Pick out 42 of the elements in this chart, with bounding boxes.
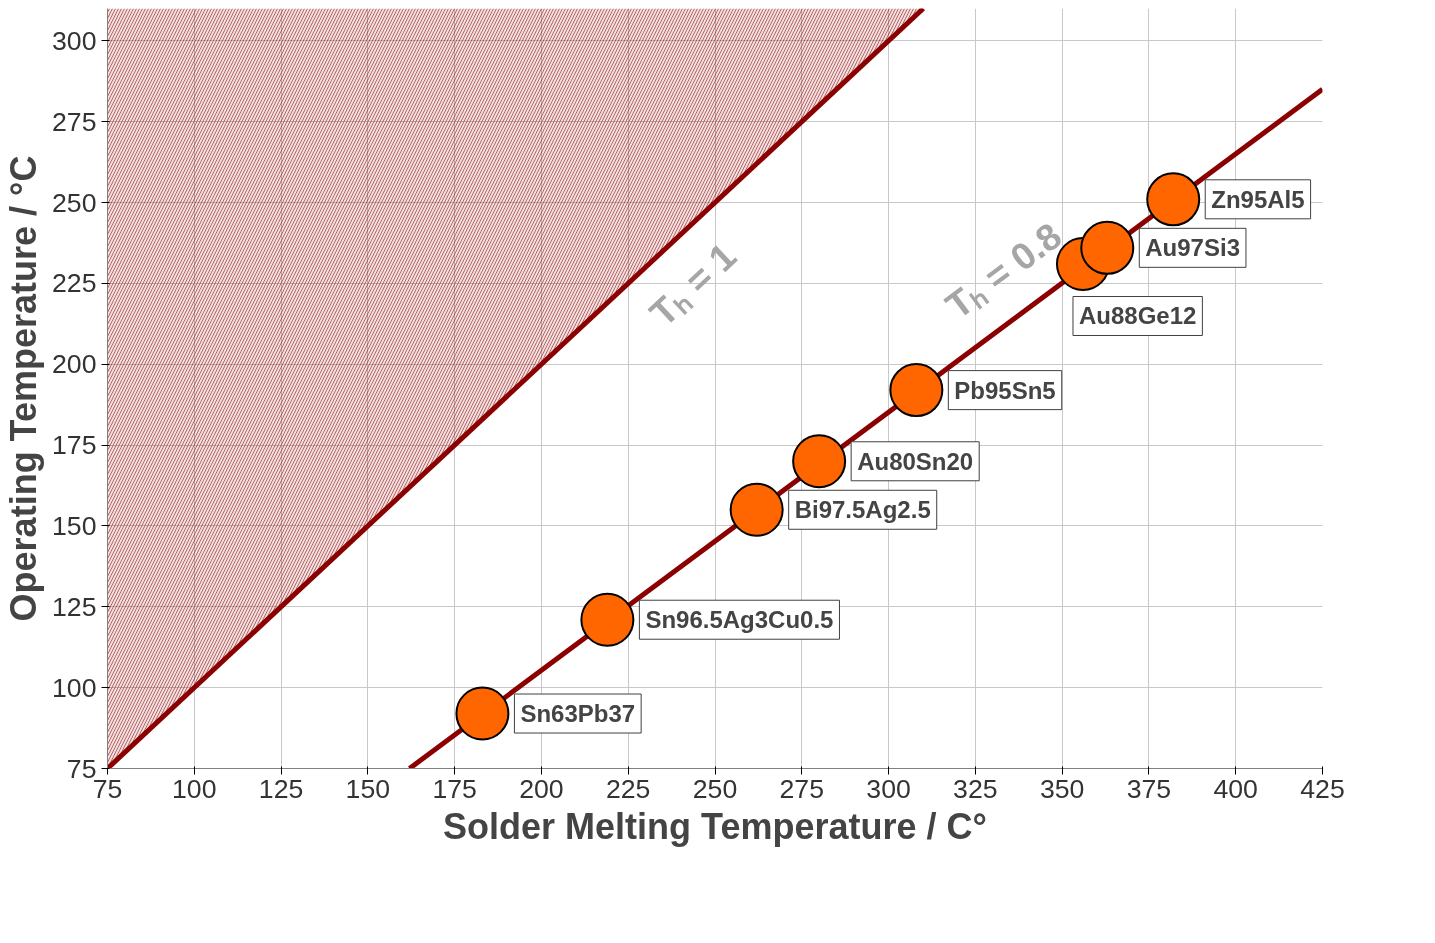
x-axis-title: Solder Melting Temperature / C°	[443, 805, 987, 847]
x-tick-label: 100	[172, 773, 217, 804]
y-tick-label: 225	[52, 268, 97, 299]
y-tick-label: 275	[52, 106, 97, 137]
y-tick-label: 300	[52, 25, 97, 56]
annotation: Zn95Al5	[1211, 185, 1305, 213]
y-tick-label: 125	[52, 591, 97, 622]
y-tick-label: 100	[52, 672, 97, 703]
y-axis-title: Operating Temperature / °C	[3, 155, 45, 622]
text: Tₕ = 1	[641, 234, 745, 335]
x-tick-label: 125	[258, 773, 304, 804]
x-tick-label: 375	[1126, 773, 1172, 804]
annotation: Au88Ge12	[1078, 302, 1197, 330]
x-tick-label: 175	[432, 773, 477, 804]
x-tick-label: 250	[692, 773, 738, 804]
x-tick-label: 325	[953, 773, 998, 804]
x-tick-label: 150	[345, 773, 391, 804]
x-tick-label: 425	[1300, 773, 1345, 804]
annotation: Au97Si3	[1145, 234, 1240, 262]
text: Tₕ = 0.8	[937, 214, 1070, 327]
annotation: Au80Sn20	[857, 447, 974, 475]
y-tick-label: 250	[52, 187, 97, 218]
annotation: Sn96.5Ag3Cu0.5	[645, 606, 834, 634]
annotation: Sn63Pb37	[520, 700, 636, 728]
x-tick-label: 300	[866, 773, 911, 804]
point	[1146, 172, 1201, 227]
point	[580, 592, 635, 647]
x-tick-label: 350	[1039, 773, 1085, 804]
point	[729, 482, 784, 537]
x-tick-label: 275	[779, 773, 825, 804]
point	[455, 686, 510, 741]
point	[1080, 220, 1135, 275]
y-tick-label: 175	[52, 430, 97, 461]
x-tick-label: 400	[1213, 773, 1258, 804]
point	[889, 363, 944, 418]
x-tick-label: 225	[605, 773, 651, 804]
x-tick-label: 200	[519, 773, 564, 804]
point	[792, 434, 847, 489]
y-tick-label: 150	[52, 510, 97, 541]
annotation: Pb95Sn5	[954, 376, 1056, 404]
y-tick-label: 200	[52, 349, 97, 380]
annotation: Bi97.5Ag2.5	[794, 496, 931, 524]
